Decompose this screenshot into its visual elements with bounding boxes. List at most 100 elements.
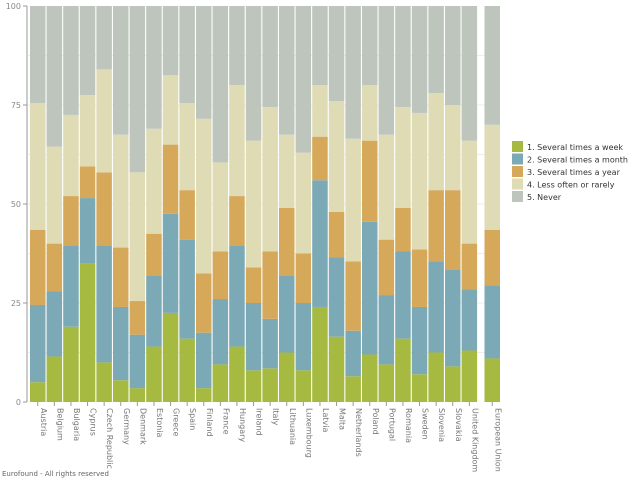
bar-segment xyxy=(411,112,428,250)
bar-segment xyxy=(312,306,328,402)
bar-segment xyxy=(411,374,428,402)
bar-segment xyxy=(345,6,361,139)
bar-segment xyxy=(162,144,179,214)
legend-swatch xyxy=(512,191,523,202)
legend-swatch xyxy=(512,166,523,177)
bar-segment xyxy=(196,6,212,119)
bar-segment xyxy=(30,103,46,230)
y-tick-label: 0 xyxy=(16,398,21,407)
x-tick-label: Czech Republic xyxy=(105,408,114,469)
bar-segment xyxy=(162,6,179,76)
bar-segment xyxy=(378,6,395,135)
legend-label: 4. Less often or rarely xyxy=(527,181,615,190)
bar-segment xyxy=(96,6,112,70)
bar-segment xyxy=(328,211,345,258)
bar-segment xyxy=(179,239,195,339)
legend-label: 1. Several times a week xyxy=(527,143,623,152)
bar-segment xyxy=(328,336,345,402)
x-tick-label: Belgium xyxy=(55,408,64,441)
y-tick-label: 75 xyxy=(11,101,21,110)
bar-segment xyxy=(484,358,500,402)
bar-segment xyxy=(461,6,478,141)
bar-segment xyxy=(328,257,345,337)
bar-segment xyxy=(79,95,96,167)
bar-segment xyxy=(395,251,411,339)
bar-segment xyxy=(146,233,162,276)
bar-segment xyxy=(63,114,79,197)
bar-segment xyxy=(113,134,129,248)
x-tick-label: Spain xyxy=(188,408,197,430)
x-tick-label: Bulgaria xyxy=(72,408,81,441)
bar-segment xyxy=(30,382,46,402)
bar-segment xyxy=(362,140,378,222)
x-tick-label: Latvia xyxy=(321,408,330,432)
bar-segment xyxy=(113,247,129,307)
bar-segment xyxy=(179,6,195,104)
bar-segment xyxy=(262,6,278,107)
x-tick-label: Greece xyxy=(172,408,181,437)
bar-segment xyxy=(212,299,229,365)
bar-segment xyxy=(63,6,79,115)
bar-segment xyxy=(179,190,195,240)
bar-segment xyxy=(428,190,444,262)
bar-segment xyxy=(312,180,328,307)
bar-segment xyxy=(395,106,411,208)
bar-segment xyxy=(345,261,361,331)
bar-segment xyxy=(212,6,229,163)
bar-segment xyxy=(362,85,378,141)
bar-segment xyxy=(229,6,245,86)
legend-label: 5. Never xyxy=(527,193,562,202)
bar-segment xyxy=(212,364,229,402)
bar-segment xyxy=(362,6,378,86)
bar-segment xyxy=(378,295,395,365)
bar-segment xyxy=(445,190,461,270)
bar-segment xyxy=(146,275,162,347)
bar-segment xyxy=(445,105,461,191)
x-tick-label: Austria xyxy=(39,408,48,436)
x-tick-label: Slovakia xyxy=(454,408,463,442)
bar-segment xyxy=(79,166,96,199)
bar-segment xyxy=(46,356,63,402)
x-tick-label: Cyprus xyxy=(89,408,98,436)
bar-segment xyxy=(461,243,478,290)
bar-segment xyxy=(30,229,46,305)
bar-segment xyxy=(312,6,328,86)
bar-segment xyxy=(279,207,295,276)
bar-segment xyxy=(229,245,245,347)
bar-segment xyxy=(30,6,46,104)
bar-segment xyxy=(262,251,278,319)
bar-segment xyxy=(328,6,345,102)
bar-segment xyxy=(146,6,162,129)
bar-segment xyxy=(162,213,179,313)
y-tick-label: 100 xyxy=(6,2,21,11)
bar-segment xyxy=(411,249,428,307)
bar-segment xyxy=(378,364,395,402)
bar-segment xyxy=(96,69,112,173)
bar-segment xyxy=(295,253,312,303)
bar-segment xyxy=(428,352,444,402)
bar-segment xyxy=(484,124,500,230)
x-tick-label: Italy xyxy=(271,408,280,426)
x-tick-label: Romania xyxy=(404,408,413,443)
x-tick-label: United Kingdom xyxy=(470,408,479,472)
bar-segment xyxy=(179,103,195,191)
x-tick-label: Estonia xyxy=(155,408,164,438)
bar-segment xyxy=(30,304,46,383)
x-tick-label: Finland xyxy=(205,408,214,437)
bar-segment xyxy=(295,370,312,402)
bar-segment xyxy=(262,318,278,369)
bar-segment xyxy=(395,207,411,252)
bar-segment xyxy=(79,198,96,264)
bar-segment xyxy=(484,229,500,286)
bar-segment xyxy=(484,285,500,359)
y-tick-label: 50 xyxy=(11,200,21,209)
bar-segment xyxy=(162,312,179,402)
bar-segment xyxy=(395,6,411,107)
bar-segment xyxy=(362,354,378,402)
bar-segment xyxy=(262,106,278,252)
bar-segment xyxy=(79,6,96,96)
x-tick-label: Ireland xyxy=(255,408,264,436)
x-tick-label: European Union xyxy=(493,408,502,472)
x-tick-label: Lithuania xyxy=(288,408,297,445)
bar-segment xyxy=(279,352,295,402)
